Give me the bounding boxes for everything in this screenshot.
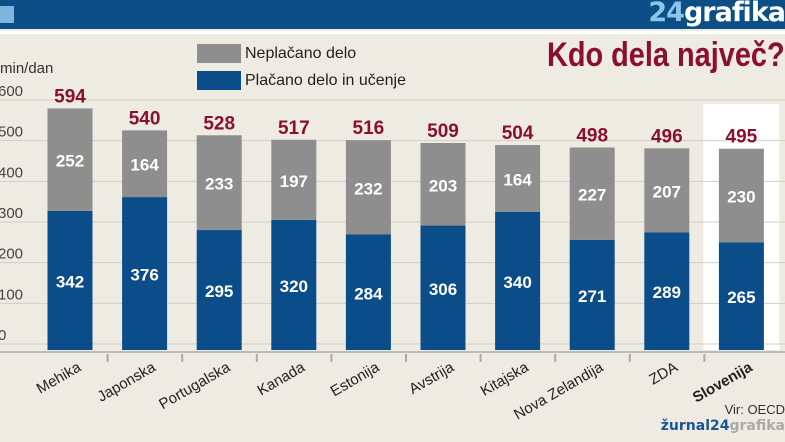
x-tick-label: ZDA [646, 359, 680, 389]
total-label: 540 [129, 108, 161, 129]
total-label: 495 [726, 127, 758, 148]
x-tick-label: Kitajska [478, 358, 533, 399]
data-label-unpaid: 207 [653, 182, 681, 201]
data-label-unpaid: 164 [130, 156, 159, 175]
bar-unpaid [569, 147, 615, 240]
data-label-unpaid: 230 [727, 187, 755, 206]
bar-unpaid [420, 143, 466, 226]
bar-paid [718, 242, 764, 350]
bar-paid [569, 239, 615, 350]
x-tick-label: Mehika [34, 358, 85, 397]
data-label-paid: 289 [653, 283, 681, 302]
bar-unpaid [122, 130, 168, 198]
data-label-unpaid: 252 [56, 152, 84, 171]
data-label-unpaid: 203 [429, 176, 457, 195]
legend-swatch [197, 44, 241, 63]
x-tick-label: Estonija [328, 358, 383, 400]
bar-unpaid [644, 148, 690, 233]
data-label-paid: 376 [130, 266, 158, 285]
total-label: 516 [353, 118, 385, 139]
bar-unpaid [271, 139, 317, 220]
data-label-unpaid: 227 [578, 186, 606, 205]
legend-swatch [197, 71, 241, 90]
data-label-paid: 284 [354, 284, 383, 303]
y-tick-label: 100 [0, 286, 23, 303]
bar-unpaid [47, 108, 93, 211]
divider [0, 31, 785, 34]
data-label-unpaid: 232 [354, 179, 382, 198]
legend-item-unpaid: Neplačano delo [197, 44, 356, 63]
total-label: 528 [203, 113, 235, 134]
data-label-unpaid: 233 [205, 175, 233, 194]
bar-unpaid [495, 145, 541, 212]
y-tick-label: 0 [0, 327, 6, 344]
legend-item-paid: Plačano delo in učenje [197, 71, 406, 90]
data-label-paid: 265 [727, 288, 755, 307]
total-label: 496 [651, 126, 683, 147]
bar-paid [345, 234, 391, 350]
data-label-paid: 320 [280, 277, 308, 296]
y-tick-label: 300 [0, 205, 23, 222]
bar-unpaid [345, 140, 391, 235]
bar-paid [644, 232, 690, 350]
data-label-unpaid: 197 [280, 172, 308, 191]
data-label-paid: 342 [56, 272, 84, 291]
bar-paid [196, 230, 242, 350]
bar-paid [122, 197, 168, 350]
total-label: 498 [576, 125, 608, 146]
x-tick-label: Kanada [255, 358, 309, 399]
total-label: 594 [54, 86, 86, 107]
data-label-paid: 340 [503, 273, 531, 292]
source: Vir: OECD [724, 402, 785, 417]
logo: 24grafika [648, 0, 785, 28]
y-tick-label: 600 [0, 83, 23, 100]
bar-paid [420, 225, 466, 350]
x-tick-label: Avstrija [406, 358, 457, 398]
bar-paid [47, 210, 93, 350]
chart-title: Kdo dela največ? [547, 36, 785, 74]
y-tick-label: 400 [0, 164, 23, 181]
bar-unpaid [196, 135, 242, 231]
bar-paid [271, 219, 317, 350]
total-label: 509 [427, 121, 459, 142]
bar-paid [495, 211, 541, 350]
data-label-paid: 271 [578, 287, 606, 306]
bar-unpaid [718, 148, 764, 243]
x-tick-label: Portugalska [156, 358, 234, 413]
data-label-unpaid: 164 [503, 170, 532, 189]
data-label-paid: 306 [429, 280, 457, 299]
x-tick-label: Slovenija [690, 358, 756, 406]
data-label-paid: 295 [205, 282, 233, 301]
footer-logo: žurnal24grafika [660, 418, 785, 434]
legend-label: Plačano delo in učenje [245, 71, 407, 89]
total-label: 504 [502, 123, 534, 144]
legend-label: Neplačano delo [245, 44, 357, 62]
header-square [0, 6, 14, 23]
x-tick-label: Japonska [94, 358, 159, 405]
y-tick-label: 500 [0, 124, 23, 141]
y-axis-label: min/dan [0, 60, 54, 77]
total-label: 517 [278, 118, 310, 139]
y-tick-label: 200 [0, 246, 23, 263]
header-bar: 24grafika [0, 0, 785, 29]
